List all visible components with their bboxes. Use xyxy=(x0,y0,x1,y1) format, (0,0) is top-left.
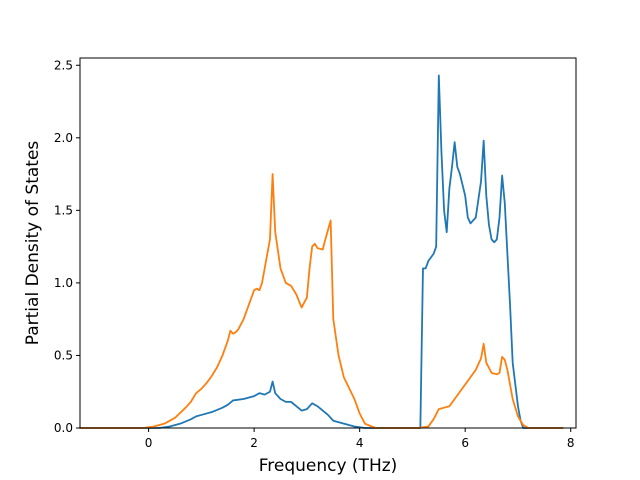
x-axis-ticks: 0 2 4 6 8 xyxy=(145,428,575,450)
y-tick-label: 1.5 xyxy=(54,203,73,217)
y-tick-label: 2.0 xyxy=(54,131,73,145)
x-tick-label: 2 xyxy=(250,436,258,450)
y-tick-label: 0.5 xyxy=(54,348,73,362)
plot-frame xyxy=(79,57,577,429)
y-axis-ticks: 0.0 0.5 1.0 1.5 2.0 2.5 xyxy=(54,58,80,435)
y-axis-label: Partial Density of States xyxy=(23,141,43,346)
x-tick-label: 4 xyxy=(356,436,364,450)
series-line-1 xyxy=(79,74,564,429)
x-tick-label: 6 xyxy=(461,436,469,450)
y-tick-label: 0.0 xyxy=(54,421,73,435)
y-tick-label: 1.0 xyxy=(54,276,73,290)
series-line-2 xyxy=(79,173,564,429)
x-tick-label: 8 xyxy=(567,436,575,450)
x-axis-label: Frequency (THz) xyxy=(259,456,398,476)
y-tick-label: 2.5 xyxy=(54,58,73,72)
x-tick-label: 0 xyxy=(145,436,153,450)
series-layer xyxy=(79,74,564,429)
plot-area xyxy=(80,58,576,428)
